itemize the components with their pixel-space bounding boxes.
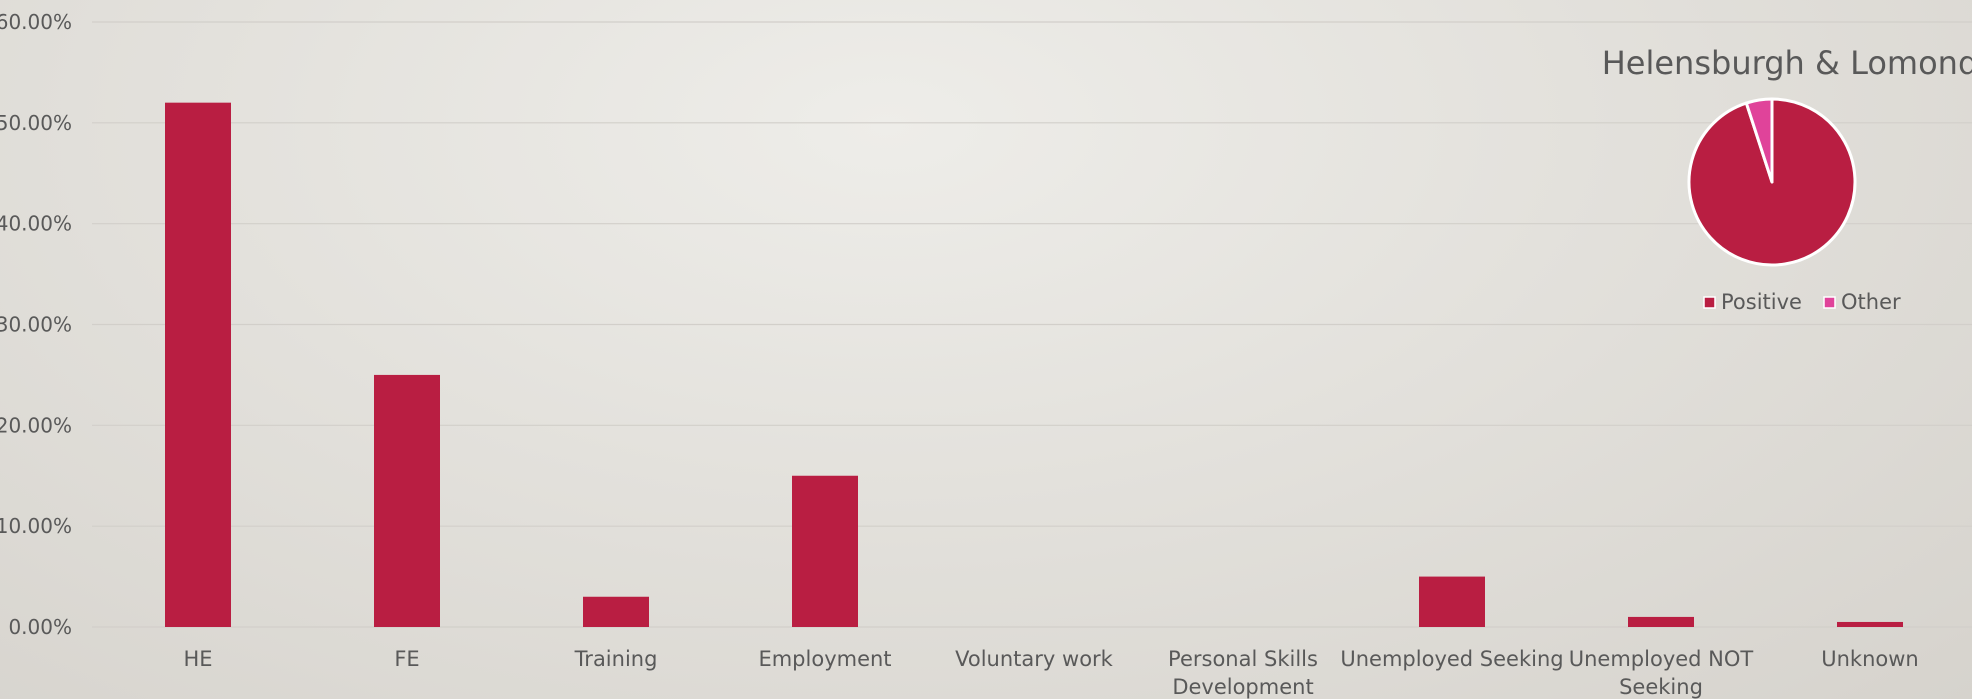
x-category-label: Unemployed NOT Seeking bbox=[1569, 647, 1754, 699]
x-category-label: Unemployed Seeking bbox=[1340, 647, 1563, 671]
y-tick-label: 50.00% bbox=[0, 111, 72, 135]
bar-fe bbox=[374, 374, 440, 627]
pie-slice-other bbox=[1744, 97, 1774, 184]
x-category-label: Training bbox=[574, 647, 658, 671]
bar-unemployed-seeking bbox=[1419, 576, 1485, 627]
legend-swatch-other bbox=[1823, 296, 1836, 309]
bar-chart: 0.00% 10.00% 20.00% 30.00% 40.00% 50.00% 60.00… bbox=[0, 10, 1972, 699]
bar-training bbox=[583, 596, 649, 627]
y-tick-label: 10.00% bbox=[0, 514, 72, 538]
x-axis-category-labels: HE FE Training Employment Voluntary work Pers… bbox=[183, 647, 1918, 699]
x-category-label: Personal Skills Development bbox=[1168, 647, 1318, 699]
x-category-label: Voluntary work bbox=[955, 647, 1114, 671]
x-category-label: Unknown bbox=[1821, 647, 1918, 671]
pie-slices bbox=[1687, 97, 1857, 267]
x-category-label: FE bbox=[394, 647, 419, 671]
bar-unknown bbox=[1837, 621, 1903, 627]
y-tick-label: 40.00% bbox=[0, 212, 72, 236]
pie-chart: Helensburgh & Lomond Positive Other bbox=[1602, 44, 1972, 314]
legend-swatch-positive bbox=[1703, 296, 1716, 309]
bar-he bbox=[165, 102, 231, 627]
pie-chart-title: Helensburgh & Lomond bbox=[1602, 44, 1972, 82]
pie-legend: Positive Other bbox=[1703, 290, 1901, 314]
y-tick-label: 0.00% bbox=[8, 615, 72, 639]
legend-label-other: Other bbox=[1841, 290, 1901, 314]
y-tick-label: 30.00% bbox=[0, 313, 72, 337]
y-axis-tick-labels: 0.00% 10.00% 20.00% 30.00% 40.00% 50.00% 60.00… bbox=[0, 10, 72, 639]
x-category-label: HE bbox=[183, 647, 212, 671]
bar-employment bbox=[792, 475, 858, 627]
legend-label-positive: Positive bbox=[1721, 290, 1802, 314]
bar-unemployed-not-seeking bbox=[1628, 616, 1694, 627]
y-tick-label: 60.00% bbox=[0, 10, 72, 34]
y-tick-label: 20.00% bbox=[0, 413, 72, 437]
bars bbox=[165, 102, 1903, 627]
x-category-label: Employment bbox=[758, 647, 891, 671]
